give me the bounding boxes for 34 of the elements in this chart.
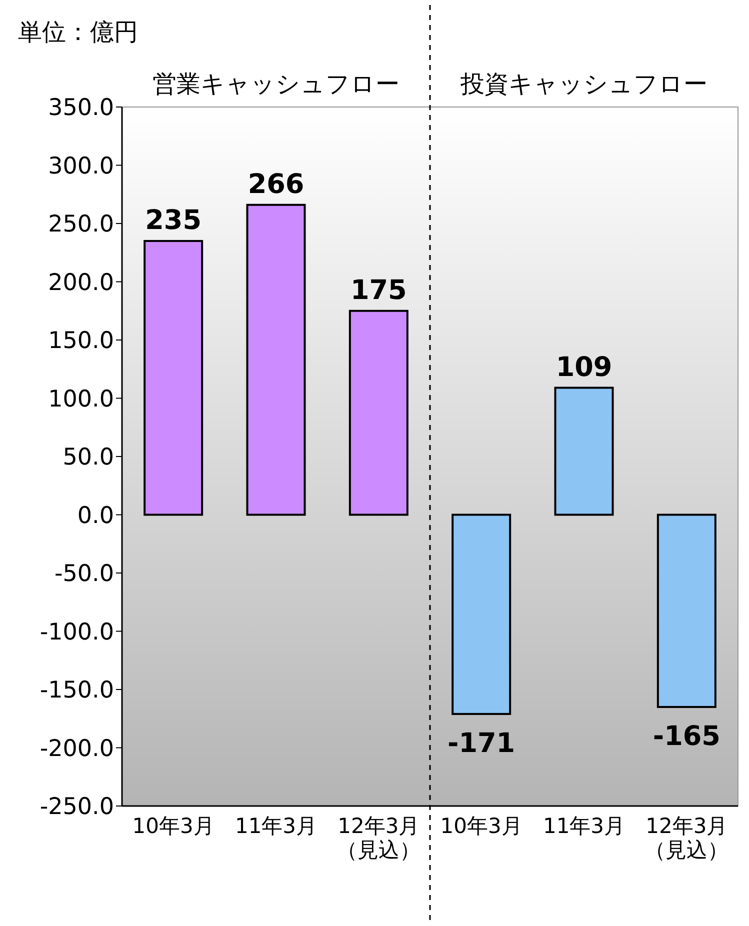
y-tick-label: -100.0 [40, 619, 114, 646]
y-tick-label: -200.0 [40, 736, 114, 762]
bar [348, 310, 408, 516]
x-tick-label: 10年3月 [131, 814, 216, 838]
text: 単位：億円 [18, 18, 138, 46]
y-tick-label: -250.0 [40, 794, 114, 820]
y-tick-label: 250.0 [48, 212, 114, 238]
data-label: 109 [556, 352, 612, 383]
data-label: -171 [448, 728, 516, 759]
bar [144, 240, 204, 516]
bar [656, 514, 716, 708]
data-label: -165 [652, 720, 720, 752]
y-tick-label: 50.0 [62, 444, 114, 470]
x-tick-label: 11年3月 [234, 814, 318, 838]
text: 投資キャッシュフロー [460, 70, 708, 98]
bar [452, 514, 512, 715]
y-tick-label: 150.0 [48, 328, 114, 354]
y-tick-label: -150.0 [40, 678, 114, 704]
bar [554, 386, 614, 516]
x-tick-label: 12年3月（見込） [644, 814, 730, 862]
y-tick-label: 100.0 [48, 386, 114, 412]
y-tick-label: 350.0 [48, 95, 114, 121]
bar [246, 204, 306, 516]
x-tick-label: 10年3月 [439, 814, 524, 838]
text: 営業キャッシュフロー [152, 70, 400, 98]
y-tick-label: 0.0 [77, 502, 114, 529]
y-tick-label: 200.0 [48, 270, 114, 296]
y-tick-label: -50.0 [54, 561, 114, 587]
data-label: 266 [248, 168, 304, 200]
x-tick-label: 12年3月（見込） [336, 814, 422, 862]
data-label: 175 [350, 274, 407, 306]
y-tick-label: 300.0 [48, 153, 114, 180]
x-tick-label: 11年3月 [542, 814, 626, 838]
data-label: 235 [145, 204, 202, 236]
